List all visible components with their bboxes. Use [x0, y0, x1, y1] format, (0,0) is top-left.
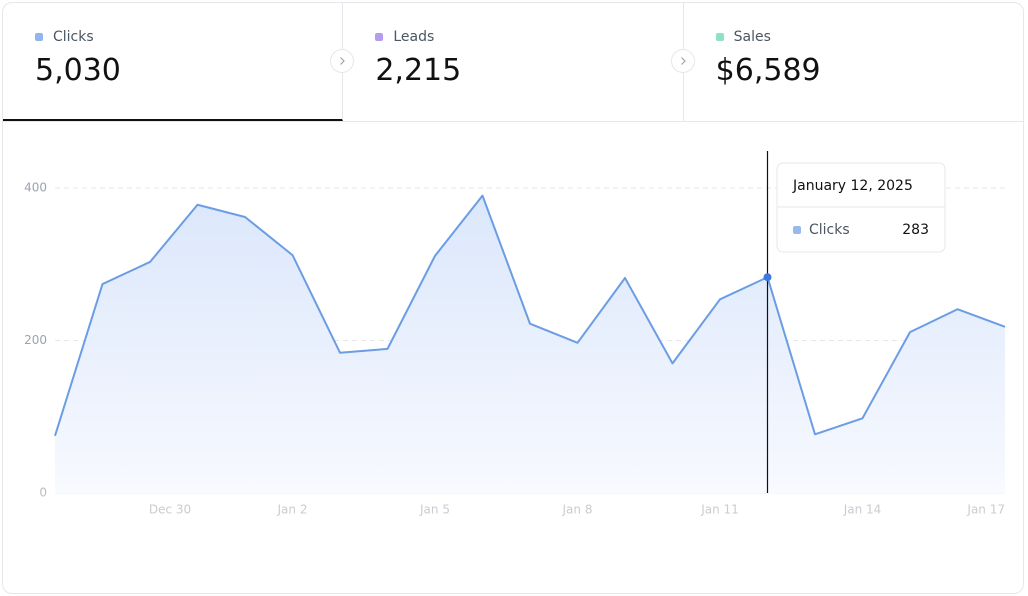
x-tick-label: Jan 2 — [277, 503, 308, 517]
tooltip-series: Clicks — [809, 222, 850, 238]
metric-tab[interactable]: Clicks 5,030 — [3, 3, 344, 121]
tab-header: Sales — [715, 29, 1023, 45]
x-tick-label: Jan 11 — [700, 503, 739, 517]
tab-value: 2,215 — [375, 53, 462, 88]
tab-value: $6,589 — [715, 53, 821, 88]
metric-tab[interactable]: Sales $6,589 — [670, 3, 1023, 121]
tabs: Clicks 5,030 Leads 2,215 Sales $6,589 — [3, 3, 1023, 122]
y-tick-label: 400 — [24, 181, 47, 195]
tooltip-title: January 12, 2025 — [792, 178, 913, 194]
x-tick-label: Jan 17 — [966, 503, 1005, 517]
tab-label: Leads — [393, 29, 435, 45]
active-point — [763, 273, 772, 282]
y-tick-label: 0 — [39, 486, 47, 500]
tab-header: Clicks — [35, 29, 342, 45]
x-tick-label: Jan 14 — [843, 503, 882, 517]
swatch — [35, 33, 43, 41]
area — [55, 195, 1005, 493]
tab-header: Leads — [375, 29, 682, 45]
x-tick-label: Jan 5 — [419, 503, 450, 517]
fade — [3, 469, 1023, 549]
y-tick-label: 200 — [24, 333, 47, 347]
tab-label: Clicks — [53, 29, 94, 45]
x-tick-label: Dec 30 — [149, 503, 191, 517]
metric-tab[interactable]: Leads 2,215 — [330, 3, 684, 121]
tab-label: Sales — [733, 29, 771, 45]
chevron[interactable] — [670, 49, 695, 73]
tooltip-value: 283 — [902, 222, 929, 238]
swatch — [715, 33, 724, 41]
tooltip-box — [776, 162, 946, 253]
tooltip: January 12, 2025 Clicks 283 — [776, 162, 946, 253]
swatch — [375, 33, 384, 41]
tab-value: 5,030 — [35, 53, 121, 88]
line — [54, 194, 1006, 437]
chevron[interactable] — [330, 49, 355, 73]
x-tick-label: Jan 8 — [562, 503, 593, 517]
tooltip-swatch — [793, 226, 801, 234]
